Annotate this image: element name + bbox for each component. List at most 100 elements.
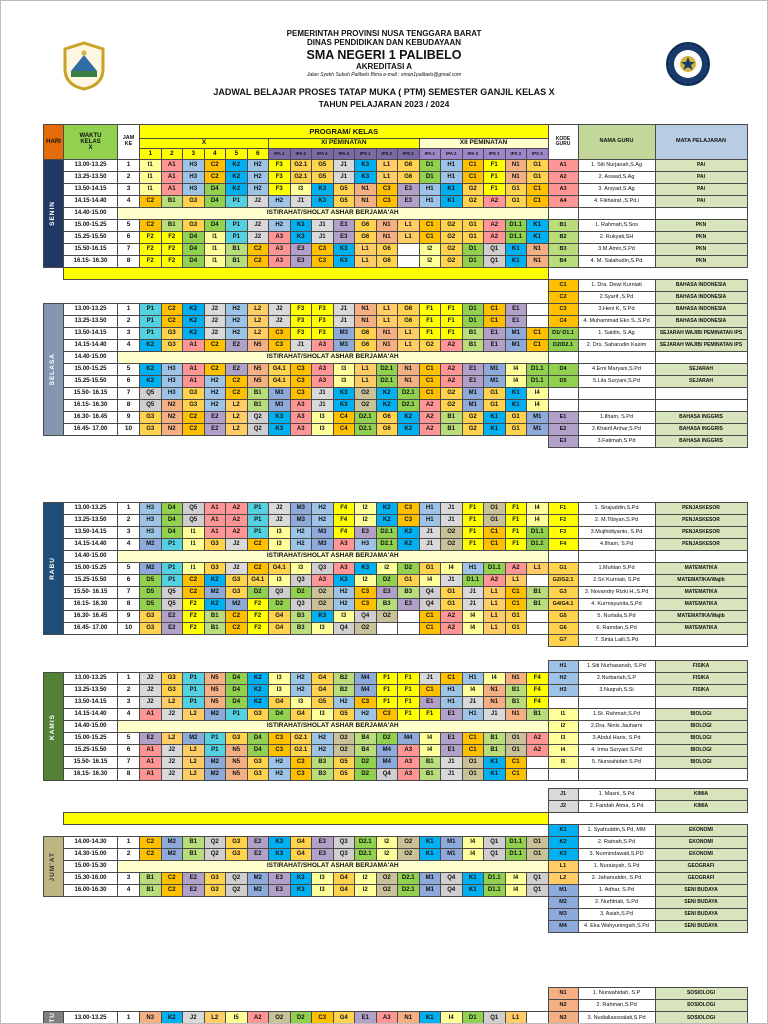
subject-code-cell: P1 xyxy=(246,514,269,527)
subject-code-cell: I4 xyxy=(504,375,527,388)
subject-code-cell: O1 xyxy=(526,836,549,849)
subject-code-cell: K3 xyxy=(354,171,377,184)
subject-code-cell: I4 xyxy=(461,684,484,697)
kode-guru-cell: M1 xyxy=(547,884,579,897)
subject-code-cell: H2 xyxy=(332,696,355,709)
subject-code-cell: O2 xyxy=(375,872,398,885)
subject-code-cell: J1 xyxy=(440,768,463,781)
subject-code-cell: F1 xyxy=(461,514,484,527)
subject-code-cell: I4 xyxy=(483,672,506,685)
subject-code-cell: C1 xyxy=(418,684,441,697)
subject-code-cell: N5 xyxy=(246,375,269,388)
group-header: XI PEMINATAN xyxy=(268,138,420,149)
nama-guru-cell: 2. Ratnah,S.Pd xyxy=(577,836,656,849)
subject-code-cell: M2 xyxy=(160,848,183,861)
group-header: X xyxy=(139,138,269,149)
subject-code-cell: I2 xyxy=(354,514,377,527)
subject-code-cell: G5 xyxy=(332,756,355,769)
subject-code-cell: E1 xyxy=(440,744,463,757)
time-cell: 13.00-13.25 xyxy=(63,672,118,685)
mata-pelajaran-cell: SENI BUDAYA xyxy=(654,908,748,921)
subject-code-cell: J2 xyxy=(203,303,226,316)
period-number: 1 xyxy=(117,502,140,515)
subject-code-cell: K2 xyxy=(139,339,162,352)
subject-code-cell xyxy=(397,610,420,623)
subject-code-cell: A3 xyxy=(311,339,334,352)
subject-code-cell: G5 xyxy=(332,768,355,781)
mata-pelajaran-cell: PENJASKESOR xyxy=(654,538,748,551)
subject-code-cell: K2 xyxy=(375,387,398,400)
subject-code-cell: C1 xyxy=(461,171,484,184)
timetable-region: HARI WAKTU KELAS X JAM KE PROGRAM/ KELAS KODE GU… xyxy=(43,124,748,1023)
subject-code-cell: F1 xyxy=(483,183,506,196)
subject-code-cell: D4 xyxy=(203,195,226,208)
subject-code-cell: L2 xyxy=(246,315,269,328)
period-number: 8 xyxy=(117,399,140,412)
mata-pelajaran-cell: PKN xyxy=(654,255,748,268)
subject-code-cell: G1 xyxy=(504,411,527,424)
period-number: 4 xyxy=(117,538,140,551)
subject-code-cell: G1 xyxy=(504,622,527,635)
nama-guru-cell: 1.Muhlan S,Pd xyxy=(577,562,656,575)
subject-code-cell: H2 xyxy=(268,768,291,781)
subject-code-cell: N1 xyxy=(504,171,527,184)
subject-code-cell: P1 xyxy=(139,315,162,328)
subject-code-cell: G6 xyxy=(397,171,420,184)
subject-code-cell: C3 xyxy=(289,363,312,376)
subject-code-cell: I3 xyxy=(289,696,312,709)
subject-code-cell: M1 xyxy=(504,327,527,340)
subject-code-cell: F2 xyxy=(182,598,205,611)
subject-code-cell: K1 xyxy=(504,255,527,268)
subject-code-cell: O2 xyxy=(375,884,398,897)
kode-guru-cell: E3 xyxy=(547,435,579,448)
subject-code-cell: I1 xyxy=(203,231,226,244)
letterhead-line1: PEMERINTAH PROVINSI NUSA TENGGARA BARAT xyxy=(286,29,482,38)
subject-code-cell: O2 xyxy=(332,732,355,745)
mata-pelajaran-cell: SEJARAH xyxy=(654,363,748,376)
day-label: SABTU xyxy=(43,1010,64,1023)
subject-code-cell: Q2 xyxy=(246,411,269,424)
subject-code-cell: G4 xyxy=(268,610,291,623)
subject-code-cell: M4 xyxy=(397,732,420,745)
class-column-header: IPS 3 xyxy=(397,148,420,160)
subject-code-cell: L1 xyxy=(483,586,506,599)
subject-code-cell: H2 xyxy=(225,327,248,340)
subject-code-cell: F4 xyxy=(332,502,355,515)
mata-pelajaran-cell xyxy=(654,550,748,563)
subject-code-cell: A2 xyxy=(526,732,549,745)
subject-code-cell: D2 xyxy=(397,562,420,575)
subject-code-cell: F2 xyxy=(160,243,183,256)
subject-code-cell: J1 xyxy=(332,303,355,316)
subject-code-cell: J2 xyxy=(268,303,291,316)
subject-code-cell: D4 xyxy=(225,684,248,697)
subject-code-cell: J1 xyxy=(332,171,355,184)
subject-code-cell: F4 xyxy=(526,684,549,697)
subject-code-cell: G3 xyxy=(160,672,183,685)
nama-guru-cell xyxy=(577,768,656,781)
subject-code-cell: A3 xyxy=(311,363,334,376)
subject-code-cell: N2 xyxy=(160,399,183,412)
time-cell: 15.30-16.00 xyxy=(63,872,118,885)
subject-code-cell: H3 xyxy=(182,183,205,196)
subject-code-cell: N5 xyxy=(203,684,226,697)
subject-code-cell: K1 xyxy=(483,756,506,769)
subject-code-cell: M1 xyxy=(440,848,463,861)
kode-guru-cell xyxy=(547,768,579,781)
subject-code-cell: H2 xyxy=(289,526,312,539)
subject-code-cell: M4 xyxy=(375,744,398,757)
time-cell: 15.50- 16.15 xyxy=(63,756,118,769)
subject-code-cell: B1 xyxy=(504,696,527,709)
subject-code-cell: L1 xyxy=(375,303,398,316)
subject-code-cell: G3 xyxy=(182,195,205,208)
subject-code-cell: F3 xyxy=(268,171,291,184)
period-number: 3 xyxy=(117,327,140,340)
subject-code-cell: E2 xyxy=(182,872,205,885)
subject-code-cell: D1.1 xyxy=(483,872,506,885)
nama-guru-cell: 3. Nurmindawati,S.PD xyxy=(577,848,656,861)
subject-code-cell: G3 xyxy=(225,848,248,861)
subject-code-cell: Q3 xyxy=(289,598,312,611)
kode-guru-cell: D5 xyxy=(547,375,579,388)
subject-code-cell: G2.1 xyxy=(289,744,312,757)
subject-code-cell: G5 xyxy=(311,696,334,709)
